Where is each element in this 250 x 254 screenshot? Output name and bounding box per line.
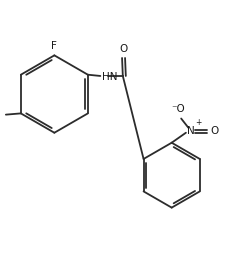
Text: +: + bbox=[194, 118, 200, 127]
Text: N: N bbox=[186, 126, 194, 136]
Text: ⁻O: ⁻O bbox=[170, 103, 184, 113]
Text: HN: HN bbox=[101, 72, 117, 82]
Text: O: O bbox=[118, 44, 127, 54]
Text: F: F bbox=[51, 41, 57, 51]
Text: O: O bbox=[210, 126, 218, 136]
